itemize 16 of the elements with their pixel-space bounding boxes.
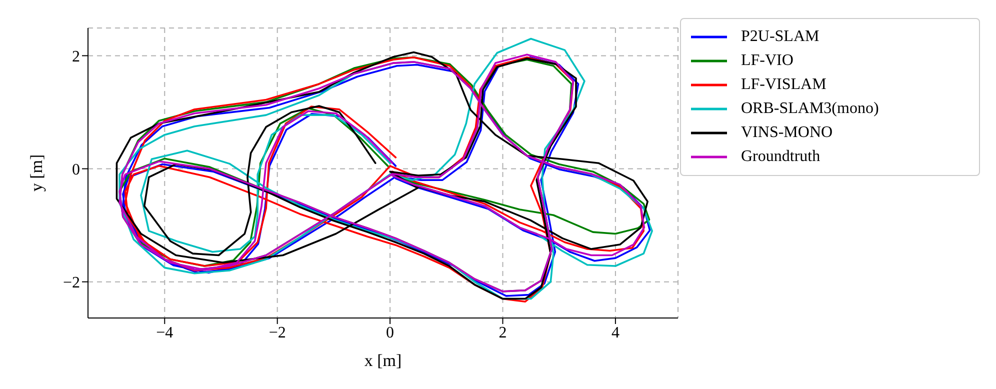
legend-label: ORB-SLAM3(mono) [741, 100, 879, 118]
y-tick-label: −2 [62, 274, 80, 292]
legend-label: VINS-MONO [741, 124, 833, 142]
x-tick-label: 0 [386, 324, 394, 342]
x-axis-title: x [m] [364, 351, 402, 370]
legend-label: P2U-SLAM [741, 28, 820, 46]
x-tick-label: 2 [498, 324, 507, 342]
x-tick-label: −4 [156, 324, 174, 342]
y-tick-label: 2 [72, 48, 80, 66]
x-tick-label: −2 [268, 324, 286, 342]
y-tick-label: 0 [72, 161, 80, 178]
legend-label: LF-VISLAM [741, 76, 826, 94]
legend-label: LF-VIO [741, 52, 794, 70]
y-axis-title: y [m] [27, 154, 46, 192]
x-tick-label: 4 [611, 324, 620, 342]
legend-label: Groundtruth [741, 148, 820, 166]
